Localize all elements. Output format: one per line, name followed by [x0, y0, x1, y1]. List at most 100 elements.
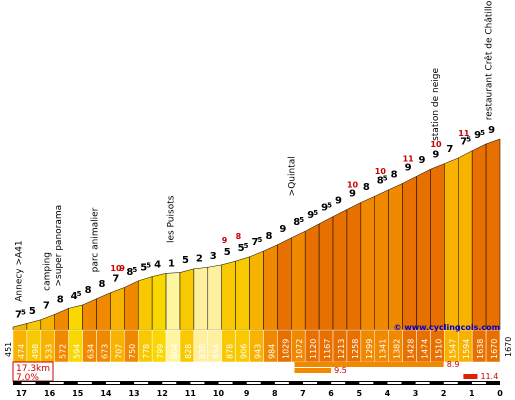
- landmark-labels: Annecy >A41 camping >super panorama parc an…: [14, 0, 494, 302]
- km-tick-label: 7: [300, 389, 306, 398]
- landmark-label: camping: [43, 252, 53, 291]
- profile-bar: [96, 292, 111, 331]
- gradient-label: 8: [293, 217, 300, 228]
- gradient-label-decimal: 5: [480, 129, 485, 137]
- max-gradient-label: 11: [458, 129, 470, 138]
- max-gradient-label: 9: [119, 264, 125, 273]
- gradient-label: 9: [419, 155, 426, 166]
- gradient-label-decimal: 5: [313, 209, 318, 217]
- km-axis-gap: [162, 382, 177, 384]
- summary-average: 7.0%: [16, 373, 39, 383]
- profile-bar: [360, 195, 376, 331]
- km-tick-label: 12: [157, 389, 168, 398]
- elevation-label: 828: [184, 344, 193, 359]
- profile-bar: [193, 267, 209, 331]
- profile-bar: [40, 313, 55, 331]
- km-tick-label: 9: [244, 389, 250, 398]
- profile-bar: [165, 272, 181, 331]
- elevation-label: 498: [31, 344, 40, 359]
- gradient-label: 8: [265, 231, 272, 242]
- steep-section-bar: [294, 368, 332, 373]
- km-axis-gap: [303, 382, 318, 384]
- gradient-label: 9: [307, 210, 314, 221]
- max-gradient-label: 11: [403, 154, 415, 163]
- km-tick-label: 0: [497, 389, 503, 398]
- profile-bar: [346, 202, 362, 331]
- max-gradient-label: 10: [347, 180, 359, 189]
- gradient-label: 5: [238, 243, 245, 254]
- landmark-label: parc animalier: [90, 207, 100, 272]
- gradient-label: 2: [196, 253, 203, 264]
- steep-section-bar: [294, 362, 444, 367]
- gradient-label: 7: [15, 309, 22, 320]
- gradient-label: 8: [363, 182, 370, 193]
- km-tick-label: 17: [16, 389, 27, 398]
- gradient-label-decimal: 5: [146, 262, 151, 270]
- profile-bar: [179, 268, 195, 331]
- elevation-label: 1594: [462, 339, 471, 359]
- gradient-label-decimal: 5: [21, 308, 26, 316]
- elevation-label: 1428: [407, 339, 416, 359]
- km-axis-gap: [359, 382, 374, 384]
- steep-sections: 8.9 9.5 11.4: [294, 360, 498, 381]
- elevation-label: 906: [240, 344, 249, 359]
- profile-bar: [291, 230, 306, 331]
- gradient-label: 9: [349, 189, 356, 200]
- gradient-label: 8: [126, 267, 133, 278]
- elevation-label: 533: [45, 344, 54, 359]
- elevation-label: 878: [226, 344, 235, 359]
- landmark-label: station de neige: [431, 68, 441, 141]
- end-elevation: 1670: [504, 337, 513, 357]
- landmark-label: Annecy >A41: [14, 240, 24, 301]
- km-tick-label: 16: [44, 389, 56, 398]
- km-axis-gap: [246, 382, 261, 384]
- landmark-label: >Quintal: [288, 156, 298, 196]
- profile-bar: [332, 209, 348, 331]
- elevation-label: 854: [212, 344, 221, 359]
- gradient-label-decimal: 5: [299, 216, 304, 224]
- gradient-label: 1: [168, 259, 175, 270]
- km-tick-label: 2: [441, 389, 447, 398]
- gradient-label: 8: [57, 294, 64, 305]
- gradient-label: 4: [71, 291, 78, 302]
- gradient-label: 9: [488, 125, 495, 136]
- max-gradient-label: 10: [375, 167, 387, 176]
- steep-section-label: 8.9: [447, 360, 460, 369]
- gradient-label: 8: [391, 169, 398, 180]
- km-axis-gap: [387, 382, 402, 384]
- km-tick-label: 1: [469, 389, 475, 398]
- gradient-label: 7: [43, 300, 50, 311]
- start-elevation: 451: [4, 342, 13, 357]
- elevation-label: 943: [253, 344, 262, 359]
- profile-bar: [82, 298, 97, 331]
- elevation-label: 634: [86, 344, 95, 359]
- gradient-label: 4: [154, 259, 161, 270]
- gradient-label: 5: [224, 247, 231, 258]
- km-tick-label: 4: [385, 389, 391, 398]
- km-axis-gap: [274, 382, 289, 384]
- steep-section-label: 9.5: [334, 366, 347, 375]
- profile-bar: [68, 304, 83, 331]
- site-credit: © www.cyclingcols.com: [394, 323, 500, 332]
- gradient-label-decimal: 5: [244, 242, 249, 250]
- gradient-label: 3: [210, 251, 217, 262]
- km-axis-gap: [190, 382, 205, 384]
- elevation-label: 1072: [295, 339, 304, 359]
- landmark-label: restaurant Crêt de Châtillon: [484, 0, 495, 120]
- profile-bar: [263, 244, 278, 331]
- km-tick-label: 13: [128, 389, 139, 398]
- km-tick-label: 6: [328, 389, 334, 398]
- summary-distance: 17.3km: [16, 364, 50, 374]
- max-gradient-label: 8: [236, 232, 242, 241]
- gradient-label: 8: [85, 285, 92, 296]
- elevation-label: 778: [142, 344, 151, 359]
- elevation-cell: [485, 329, 501, 363]
- profile-bar: [318, 216, 334, 331]
- gradient-label: 5: [29, 306, 36, 317]
- profile-bars: [12, 138, 501, 331]
- elevation-label: 750: [128, 344, 137, 359]
- profile-bar: [221, 260, 236, 331]
- km-axis-gap: [218, 382, 233, 384]
